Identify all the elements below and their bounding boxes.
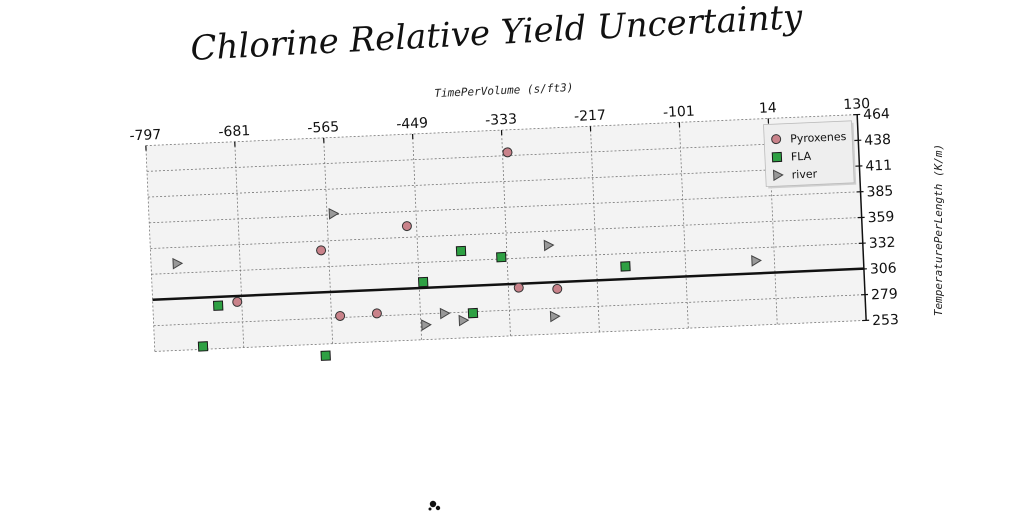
y-grid-line	[150, 217, 862, 249]
fla-legend-marker	[771, 151, 783, 163]
x-tick-label: -449	[396, 115, 428, 132]
y-tick-label: 253	[872, 312, 899, 329]
river-point	[328, 208, 340, 220]
x-tick-label: -101	[663, 104, 695, 121]
legend-label: Pyroxenes	[790, 130, 847, 145]
x-tick-label: 130	[843, 96, 870, 113]
x-tick-label: -681	[218, 123, 250, 140]
x-tick-label: -217	[574, 108, 606, 125]
y-ticks: 464 438 411 385 359 332 306 279 253	[853, 106, 899, 329]
data-points	[172, 147, 762, 361]
scan-speck-icon	[428, 500, 441, 511]
plot-area: -797 -681 -565 -449 -333 -217 -101 14 130 464 438…	[129, 96, 899, 361]
river-point	[549, 310, 561, 323]
river-point	[439, 307, 451, 320]
fla-point	[212, 300, 224, 311]
x-tick-label: -797	[129, 127, 161, 144]
river-legend-marker	[772, 169, 784, 182]
pyroxenes-point	[552, 283, 563, 294]
pyroxenes-point	[502, 147, 513, 158]
y-grid-line	[153, 294, 866, 327]
fla-point	[620, 261, 631, 272]
y-grid-line	[148, 165, 860, 198]
river-point	[543, 239, 555, 252]
y-axis-line	[856, 114, 867, 321]
y-grid-line	[146, 139, 859, 172]
legend-label: river	[791, 167, 817, 181]
river-point	[172, 257, 184, 270]
y-tick-label: 464	[863, 106, 890, 123]
fla-point	[417, 276, 429, 288]
y-grid-line	[151, 242, 863, 275]
x-tick-label: -333	[485, 111, 517, 128]
legend: Pyroxenes FLA river	[763, 120, 857, 189]
pyroxenes-legend-marker	[771, 134, 782, 145]
x-tick-label: -565	[307, 119, 339, 136]
y-grid-line	[154, 319, 867, 352]
pyroxenes-point	[335, 310, 346, 321]
pyroxenes-point	[513, 282, 524, 293]
y-tick-label: 332	[868, 235, 895, 252]
y-grid-line	[149, 191, 861, 224]
fla-point	[320, 350, 331, 361]
pyroxenes-point	[401, 221, 412, 232]
river-point	[421, 319, 432, 331]
fla-point	[467, 307, 479, 319]
x-ticks: -797 -681 -565 -449 -333 -217 -101 14 130	[129, 96, 870, 151]
legend-box	[763, 120, 855, 188]
pyroxenes-point	[316, 245, 327, 256]
x-tick-label: 14	[759, 100, 778, 117]
y-tick-label: 306	[870, 260, 897, 277]
y-tick-label: 438	[864, 132, 891, 149]
y-tick-label: 385	[866, 183, 893, 200]
y-tick-label: 279	[871, 286, 898, 303]
fla-point	[455, 245, 467, 257]
y-axis-label: TemperaturePerLength (K/m)	[932, 144, 945, 316]
x-axis-label: TimePerVolume (s/ft3)	[434, 81, 574, 100]
pyroxenes-point	[232, 296, 243, 307]
river-point	[458, 314, 470, 327]
reference-line	[152, 267, 864, 301]
y-tick-label: 411	[865, 158, 892, 175]
pyroxenes-point	[371, 308, 382, 319]
fla-point	[496, 251, 507, 263]
fla-point	[197, 341, 209, 352]
y-tick-label: 359	[867, 209, 894, 226]
chart-title: Chlorine Relative Yield Uncertainty	[190, 0, 805, 69]
river-point	[751, 255, 762, 267]
legend-label: FLA	[791, 150, 812, 164]
